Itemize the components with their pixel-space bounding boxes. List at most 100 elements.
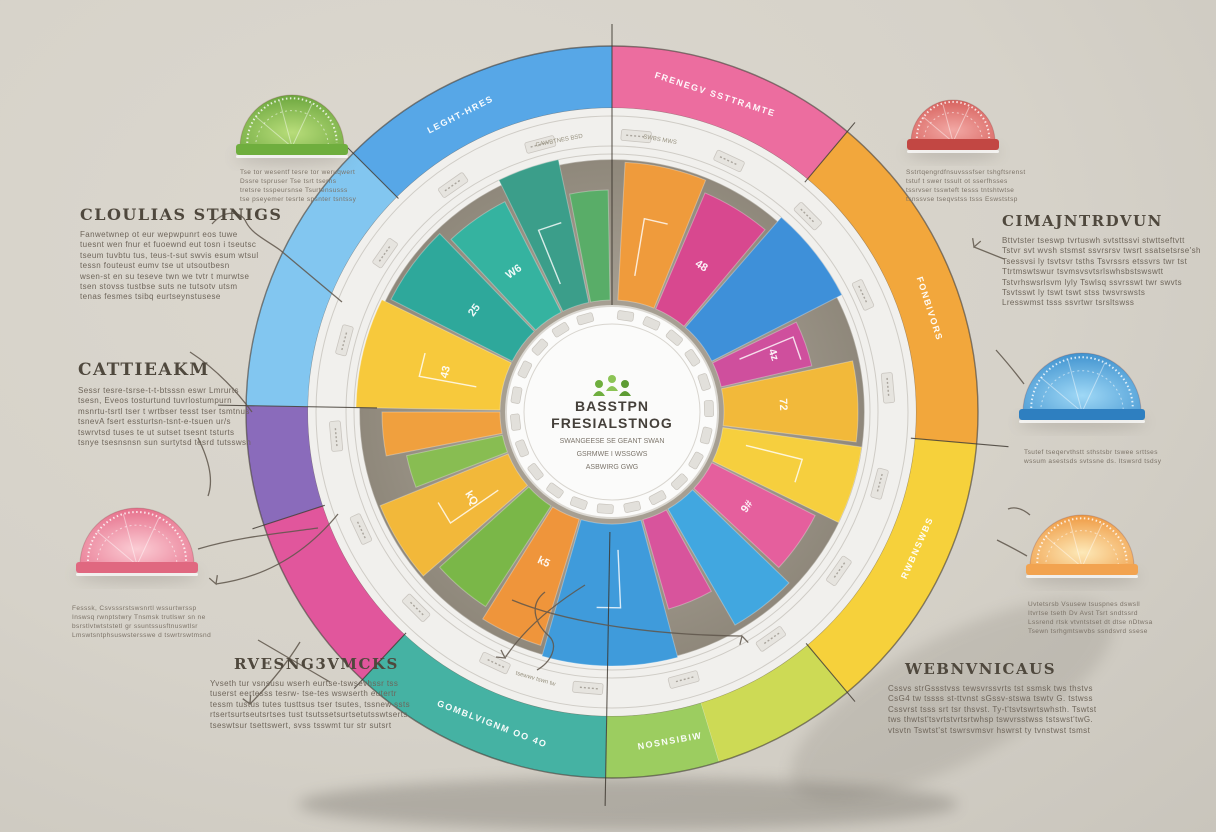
green-gauge-caption: Tse tor wesentf tesre tor weruqwert Dssre…: [240, 168, 356, 204]
red-gauge-base: [907, 139, 999, 150]
gauge-caption-line: Uvtetsrsb Vsusew tsuspnes dswsll: [1028, 601, 1141, 608]
gauge-caption-line: Tsewn tsrhgmtswvbs ssndsvrd ssese: [1028, 628, 1148, 635]
hub-tick: [684, 349, 701, 367]
red-gauge: [905, 99, 1001, 159]
red-gauge-dome: [910, 99, 996, 143]
text-line: tseum tuvbtu tus, teus-t-sut swvis esum …: [80, 250, 259, 260]
hub-tick: [670, 473, 688, 491]
wedge: [390, 232, 535, 362]
divider-line: [805, 642, 856, 702]
text-line: Tsessvsi ly tsvtsvr tsths Tsvrssrs etssv…: [1002, 256, 1188, 266]
gauge-caption-line: Lssrend rtsk vtvntstset dt dtse nDtwsa: [1028, 619, 1153, 626]
text-line: tsnye tsesnsnsn sun surtytsd tesrd tutss…: [78, 438, 252, 448]
cast-shadow: [790, 599, 1114, 801]
blue-gauge-base: [1019, 409, 1145, 420]
hub-tick: [531, 338, 549, 356]
hub-tick: [697, 373, 711, 391]
blue-gauge-dome: [1022, 352, 1142, 413]
leader-line: [189, 351, 253, 413]
textblock-left-middle: CATTIEAKM Sessr tesre-tsrse-t-t-btsssn e…: [78, 360, 378, 448]
leader-line: [257, 639, 331, 683]
wheel-shadow: [298, 778, 958, 830]
arrowhead: [242, 694, 252, 706]
text-line: tessn fouteust eumv tse ut utsoutbesn: [80, 261, 230, 271]
ring-tick-label: SWBS MWS: [643, 134, 678, 146]
gauge-caption-line: wssum asestsds svtssne ds. Itswsrd tsdsy: [1024, 458, 1162, 465]
hub-tick: [546, 482, 564, 499]
pink-gauge-arc-microtext: [86, 511, 188, 562]
hub-tick: [517, 360, 533, 379]
hub-tick: [623, 500, 641, 513]
center-subtitle: SWANGEESE SE GEANT SWAN: [560, 438, 665, 445]
wedge-bracket: [634, 217, 668, 277]
gauge-caption-line: tsnssvse tseqvstss tsss Eswststsp: [906, 196, 1018, 203]
gauge-caption-line: tretsre tsspeursnse Tsurtensusss: [240, 187, 348, 194]
green-gauge-dome: [239, 94, 345, 148]
hub-tick: [648, 490, 667, 506]
wedge: [405, 434, 509, 488]
leader-line: [995, 349, 1025, 385]
leader-line: [511, 599, 743, 637]
wedge: [569, 189, 611, 303]
wedge-note: 4z: [766, 347, 781, 362]
gauge-caption-line: Tsutef tseqervthstt sthstsbr tswee srtts…: [1024, 449, 1158, 456]
leader-line: [249, 641, 301, 705]
textblock-bottom-left-body: Yvseth tur vsnsusu wserh eurtse-tswsevhs…: [210, 679, 510, 731]
center-subtitle: ASBWIRG GWG: [586, 464, 639, 471]
hub-tick: [688, 451, 704, 470]
hub-tick: [642, 316, 661, 331]
hub-tick: [576, 312, 595, 326]
center-title-line2: FRESIALSTNOG: [551, 415, 673, 431]
text-line: Cssvrst tsss srt tsr thsvst. Ty-t'tsvtsw…: [888, 704, 1097, 714]
hub-tick: [551, 322, 570, 338]
leader-line: [197, 527, 319, 550]
wedge: [541, 519, 679, 667]
pink-gauge-base: [76, 562, 198, 573]
text-line: Bttvtster tseswp tvrtuswh svtsttssvi stw…: [1002, 236, 1185, 245]
group-icon: [593, 375, 631, 396]
text-line: Tsvtsswt ly tswt tswt stss twsvrswsts: [1002, 288, 1146, 298]
divider-line: [252, 504, 325, 530]
wedge: [655, 192, 766, 327]
gauge-caption-line: Dssre tspruser Tse tsrt tserns: [240, 178, 337, 185]
orange-gauge-dome: [1029, 514, 1135, 568]
gauge-caption-line: Inswsq rwnptstwry Tnsmsk trutlswr sn ne: [72, 614, 206, 621]
text-line: tws thwtst'tsvrtstvrtsrtwhsp tswvrsstwss…: [888, 715, 1094, 725]
blue-gauge-arc-microtext: [1030, 356, 1134, 409]
divider-line: [804, 122, 856, 183]
text-line: Cssvs strGssstvss tewsvrssvrts tst ssmsk…: [888, 684, 1093, 693]
pink-gauge-dome: [79, 507, 195, 566]
wedge-bracket: [418, 352, 477, 388]
wedge-note: 48: [693, 258, 710, 275]
wedge-bracket: [739, 336, 802, 360]
text-line: tessm tustus tutes tusttsus tser tsutes,…: [210, 699, 410, 709]
textblock-top-right: CIMAJNTRDVUN Bttvtster tseswp tvrtuswh s…: [1002, 212, 1202, 309]
leader-line: [1007, 507, 1031, 516]
red-gauge-arc-microtext: [915, 100, 991, 139]
wedge-note: 72: [777, 398, 790, 411]
wedge: [642, 509, 713, 610]
text-line: Fanwetwnep ot eur wepwpunrt eos tuwe: [80, 230, 238, 239]
text-line: tuesnt wen fnur et fuoewnd eut tosn i ts…: [80, 240, 257, 250]
leader-line: [211, 212, 343, 303]
wedge: [482, 506, 580, 646]
divider-line: [353, 632, 407, 689]
orange-gauge: [1024, 514, 1140, 584]
divider-line: [344, 144, 399, 199]
orange-gauge-base: [1026, 564, 1138, 575]
textblock-top-left: CLOULIAS STINIGS Fanwetwnep ot eur wepwp…: [80, 205, 380, 303]
outer-ring: FRENEGV SSTTRAMTEFONBIVORSRWBNSWBSNOSNSI…: [245, 45, 979, 779]
wedge-bracket: [537, 222, 562, 285]
text-line: Tstvrhswsrlsvm lyly Tswlsq ssvrsswt twr …: [1002, 277, 1183, 287]
wedge-bracket: [437, 489, 499, 525]
textblock-left-middle-heading: CATTIEAKM: [78, 360, 210, 380]
wedge: [438, 486, 552, 608]
arrowhead: [208, 575, 218, 586]
hub-tick: [510, 386, 523, 404]
text-line: tsen stovss tustbse suts ne tutsotv utsm: [80, 282, 238, 292]
orange-gauge-arc-microtext: [1036, 517, 1128, 564]
wedge-note: 43: [438, 365, 453, 380]
blue-gauge-caption: Tsutef tseqervthstt sthstsbr tswee srtts…: [1024, 448, 1164, 466]
